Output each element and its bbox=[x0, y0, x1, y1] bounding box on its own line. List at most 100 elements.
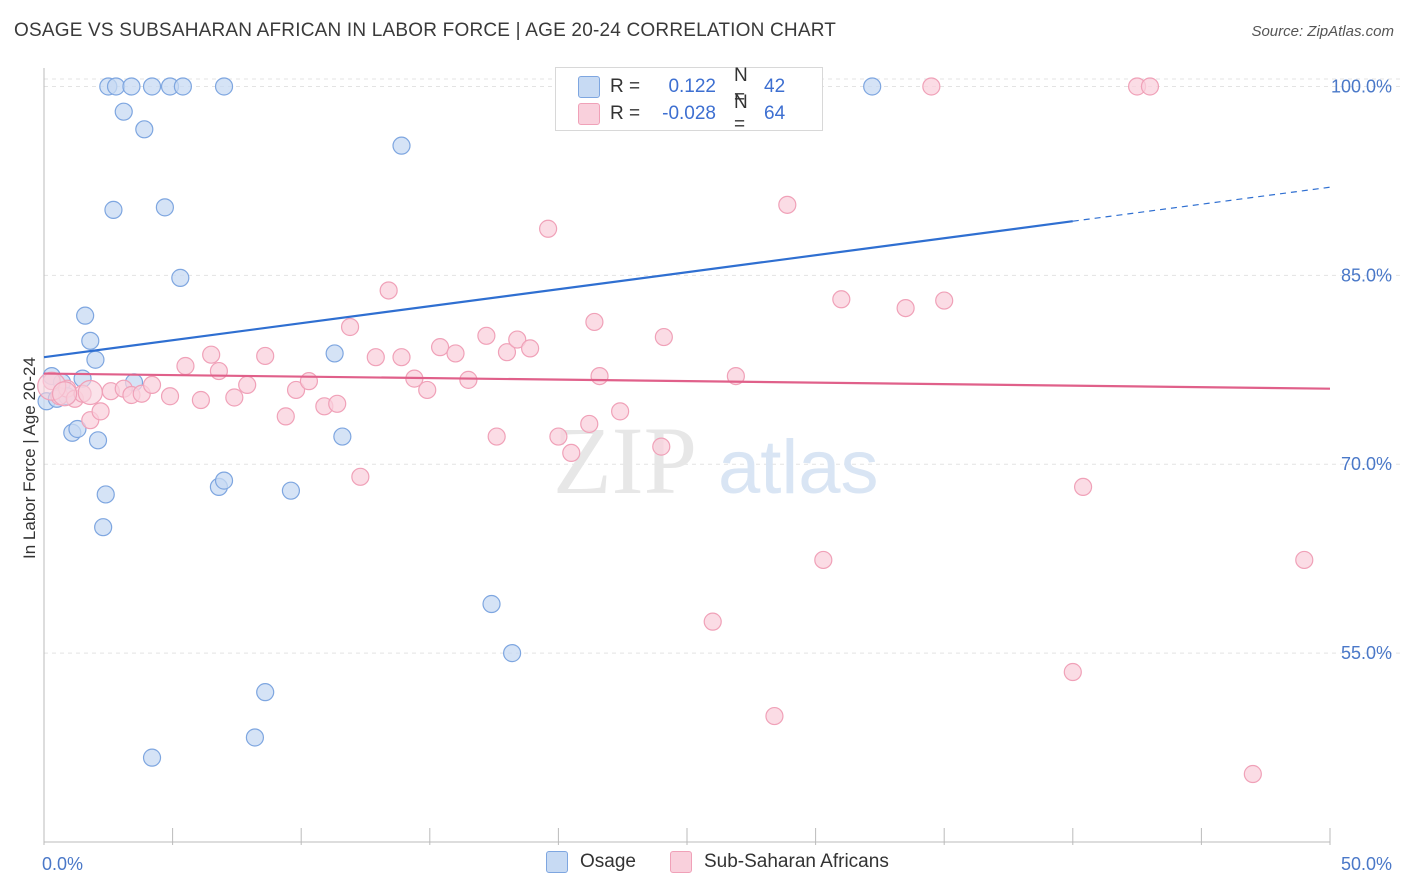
subsaharan-point bbox=[497, 343, 517, 362]
chart-source: Source: ZipAtlas.com bbox=[1251, 23, 1394, 40]
subsaharan-point bbox=[299, 372, 319, 391]
subsaharan-point bbox=[51, 381, 78, 407]
subsaharan-point bbox=[328, 394, 347, 413]
subsaharan-point bbox=[765, 706, 784, 726]
osage-point bbox=[155, 198, 174, 217]
osage-point bbox=[245, 728, 265, 747]
trend-lines bbox=[43, 186, 1331, 390]
osage-point bbox=[214, 471, 234, 490]
osage-point bbox=[68, 419, 87, 439]
legend-swatch-osage bbox=[578, 76, 600, 98]
subsaharan-point bbox=[521, 339, 540, 358]
osage-point bbox=[135, 120, 154, 139]
osage-point bbox=[86, 350, 105, 369]
legend-label-subsaharan: Sub-Saharan Africans bbox=[703, 851, 889, 872]
subsaharan-point bbox=[652, 437, 671, 456]
subsaharan-point bbox=[1073, 477, 1093, 497]
watermark-atlas: atlas bbox=[718, 425, 879, 510]
osage-point bbox=[325, 344, 344, 363]
subsaharan-point bbox=[418, 380, 437, 400]
subsaharan-point bbox=[611, 402, 630, 421]
stats-legend: R = 0.122 N = 42 R = -0.028 N = 64 bbox=[555, 65, 823, 135]
y-tick-label: 55.0% bbox=[1341, 643, 1392, 663]
subsaharan-point bbox=[935, 291, 954, 310]
subsaharan-point bbox=[77, 379, 103, 406]
subsaharan-point bbox=[814, 550, 833, 570]
subsaharan-point bbox=[351, 467, 370, 486]
series-legend: Osage Sub-Saharan Africans bbox=[546, 851, 923, 873]
subsaharan-trend-line bbox=[43, 372, 1331, 390]
subsaharan-point bbox=[209, 361, 228, 381]
osage-point bbox=[96, 485, 115, 504]
legend-n-value: 42 bbox=[764, 76, 786, 97]
osage-point bbox=[106, 77, 126, 96]
osage-point bbox=[122, 77, 141, 96]
subsaharan-point bbox=[585, 312, 604, 332]
legend-r-value: -0.028 bbox=[662, 103, 716, 124]
x-tick-label: 0.0% bbox=[42, 854, 83, 874]
subsaharan-point bbox=[508, 330, 527, 349]
osage-point bbox=[173, 77, 192, 96]
legend-row-osage: R = 0.122 N = 42 bbox=[578, 65, 786, 108]
subsaharan-point bbox=[922, 77, 941, 96]
subsaharan-point bbox=[142, 375, 162, 395]
x-tick-labels: 0.0% 50.0% bbox=[42, 854, 1392, 874]
legend-swatch-subsaharan bbox=[669, 851, 692, 873]
data-points bbox=[37, 77, 1314, 784]
osage-point bbox=[94, 518, 113, 537]
osage-point bbox=[171, 268, 190, 287]
osage-point bbox=[104, 200, 123, 219]
subsaharan-point bbox=[238, 375, 257, 395]
subsaharan-point bbox=[832, 290, 851, 309]
subsaharan-point bbox=[654, 327, 673, 347]
subsaharan-point bbox=[225, 388, 244, 407]
legend-item-osage[interactable]: Osage bbox=[546, 851, 636, 873]
legend-r-label: R = bbox=[610, 103, 641, 124]
legend-n-label: N = bbox=[734, 65, 748, 108]
osage-point bbox=[281, 481, 301, 500]
subsaharan-point bbox=[477, 326, 496, 345]
subsaharan-point bbox=[1140, 77, 1160, 96]
subsaharan-point bbox=[430, 338, 450, 357]
osage-trend-extension bbox=[1072, 186, 1331, 222]
subsaharan-point bbox=[446, 344, 465, 363]
legend-label-osage: Osage bbox=[580, 851, 636, 872]
y-tick-label: 85.0% bbox=[1341, 265, 1392, 285]
subsaharan-point bbox=[539, 219, 558, 238]
osage-point bbox=[114, 102, 133, 121]
legend-swatch-subsaharan bbox=[578, 103, 600, 125]
legend-r-label: R = bbox=[610, 76, 641, 97]
osage-point bbox=[142, 748, 162, 767]
legend-item-subsaharan[interactable]: Sub-Saharan Africans bbox=[669, 851, 889, 873]
subsaharan-point bbox=[778, 195, 797, 214]
subsaharan-point bbox=[562, 443, 581, 463]
watermark-zip: ZIP bbox=[553, 407, 697, 514]
subsaharan-point bbox=[487, 427, 506, 446]
subsaharan-point bbox=[379, 281, 398, 300]
osage-point bbox=[81, 331, 100, 350]
osage-point bbox=[333, 427, 352, 446]
osage-trend-line bbox=[43, 220, 1073, 359]
subsaharan-point bbox=[286, 380, 306, 400]
legend-n-value: 64 bbox=[764, 103, 786, 124]
subsaharan-point bbox=[1063, 662, 1082, 682]
osage-point bbox=[482, 594, 501, 614]
osage-point bbox=[88, 431, 108, 450]
axes bbox=[43, 68, 1331, 845]
subsaharan-point bbox=[202, 345, 221, 364]
subsaharan-point bbox=[366, 348, 385, 367]
subsaharan-point bbox=[91, 402, 110, 421]
osage-point bbox=[214, 77, 234, 96]
grid-lines bbox=[44, 78, 1400, 654]
osage-point bbox=[142, 77, 162, 96]
y-tick-label: 100.0% bbox=[1331, 76, 1392, 96]
osage-point bbox=[392, 136, 411, 155]
subsaharan-point bbox=[1295, 550, 1314, 570]
subsaharan-point bbox=[726, 366, 745, 386]
subsaharan-point bbox=[703, 612, 722, 631]
subsaharan-point bbox=[549, 427, 568, 446]
subsaharan-point bbox=[580, 414, 599, 434]
subsaharan-point bbox=[590, 366, 609, 386]
chart-title: OSAGE VS SUBSAHARAN AFRICAN IN LABOR FOR… bbox=[14, 20, 837, 41]
